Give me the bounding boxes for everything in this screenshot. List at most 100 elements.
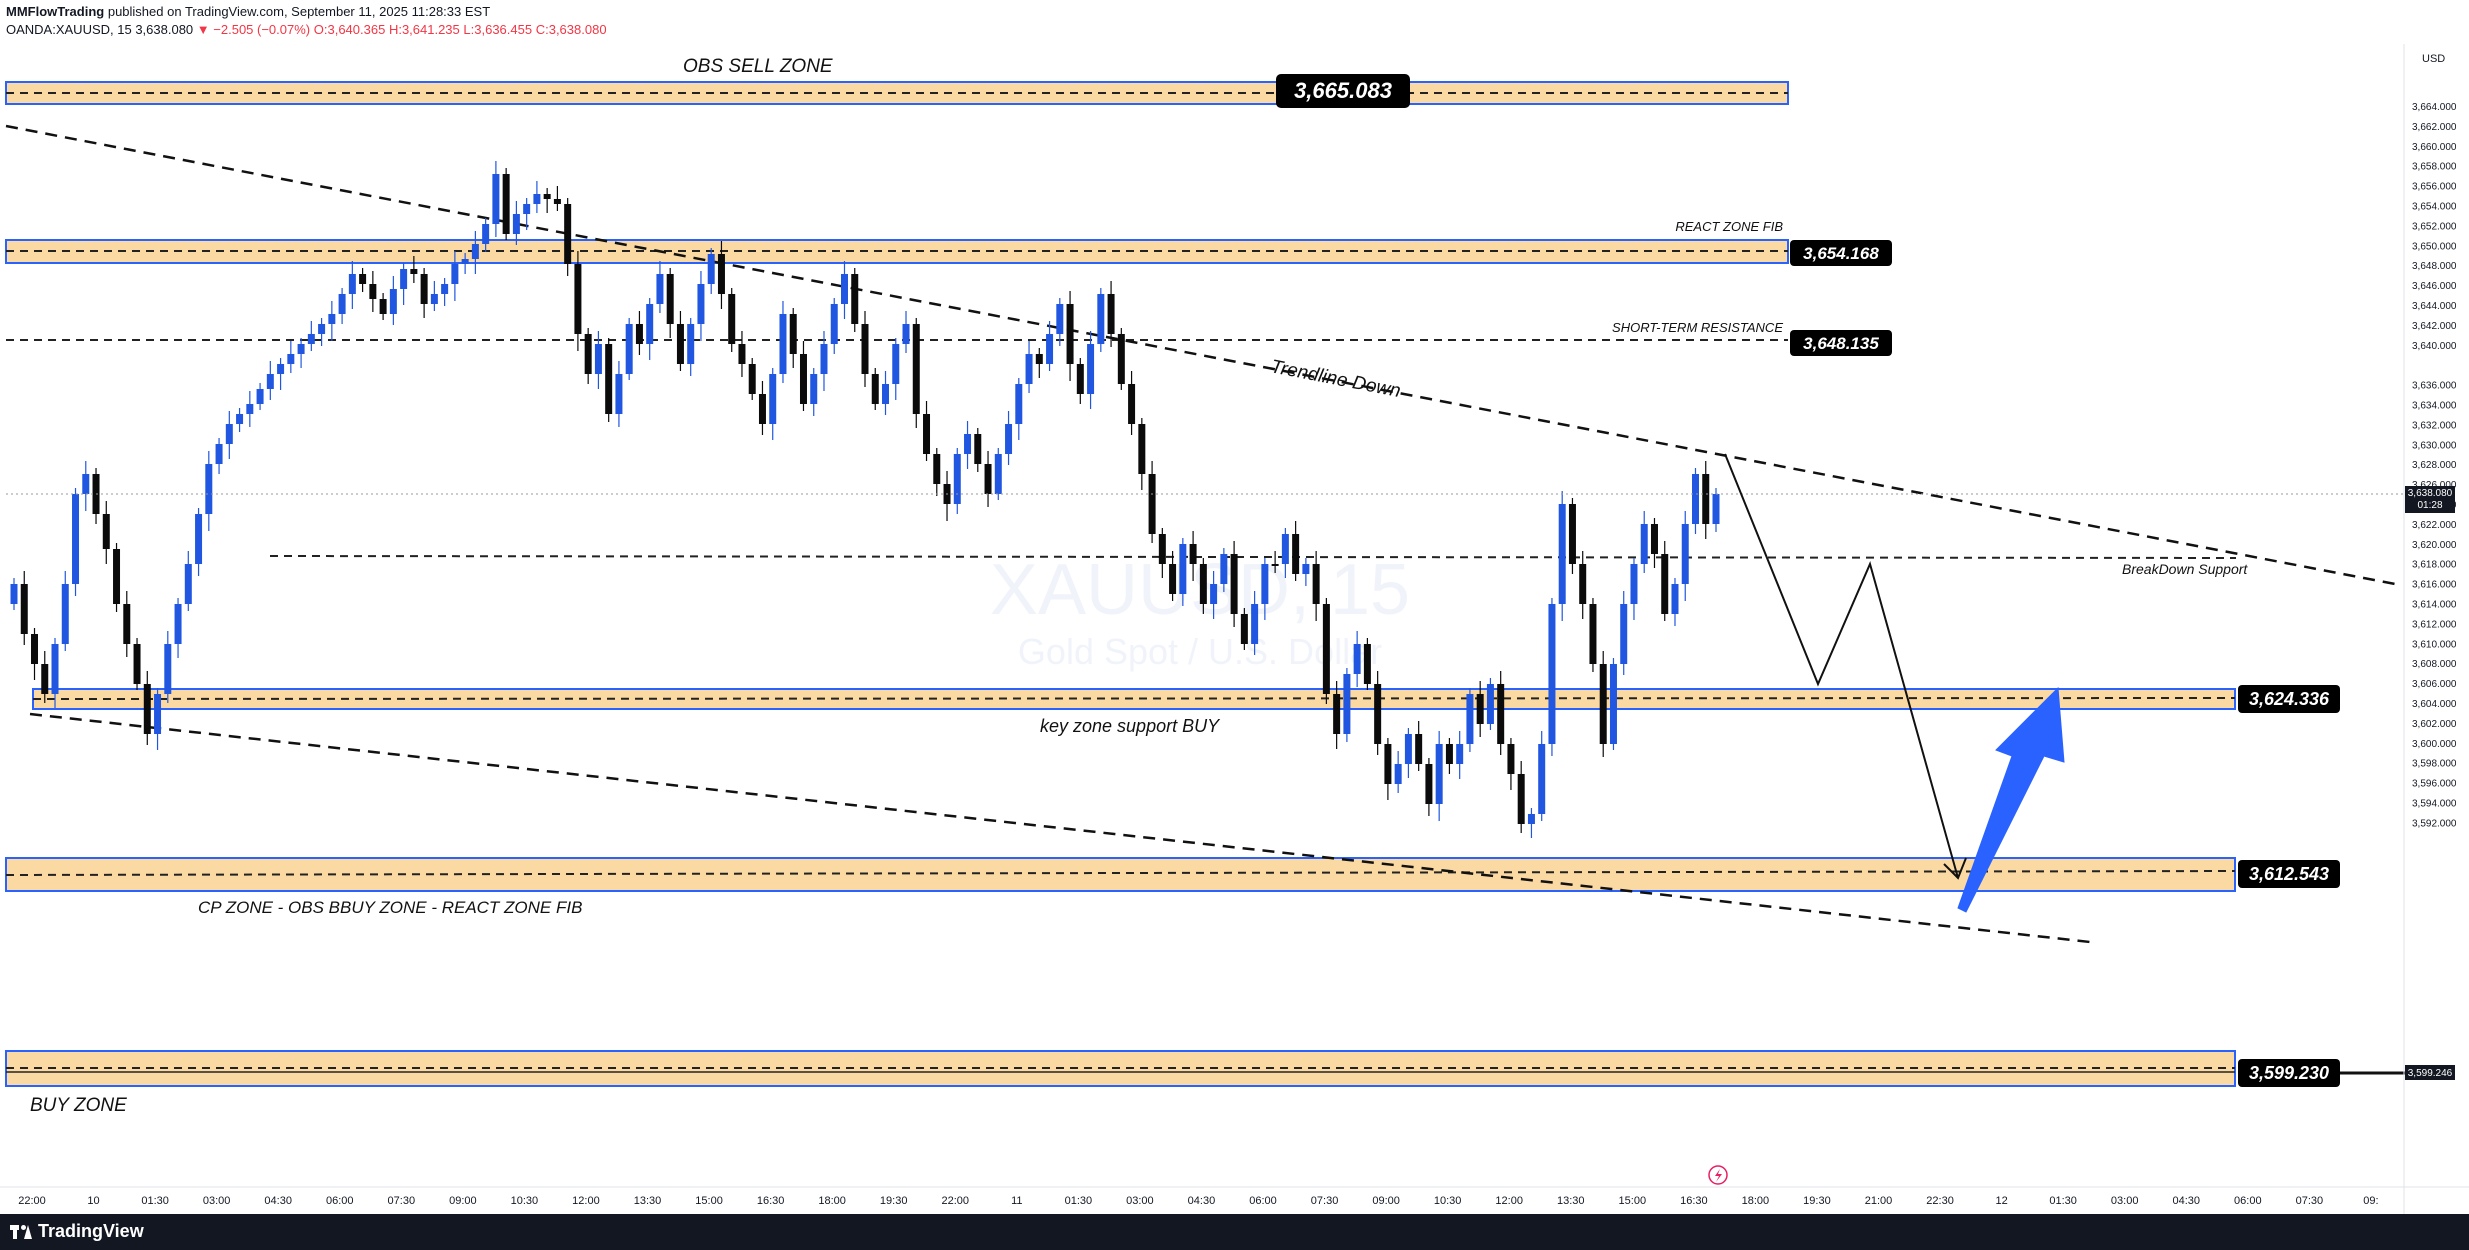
time-tick: 07:30 — [1311, 1195, 1339, 1207]
key-zone-support[interactable]: key zone support BUY 3,624.336 — [32, 685, 2340, 736]
short-term-resistance[interactable]: SHORT-TERM RESISTANCE 3,648.135 — [6, 320, 1892, 356]
candle — [625, 318, 633, 380]
candle — [1240, 608, 1248, 650]
candle — [195, 508, 203, 576]
footer-bar: TradingView — [0, 1214, 2469, 1250]
candle — [1445, 738, 1453, 774]
candle — [1538, 731, 1546, 821]
candle — [1630, 558, 1638, 620]
candle — [1046, 321, 1054, 371]
lightning-icon[interactable] — [1708, 1165, 1728, 1185]
obs-sell-zone[interactable]: OBS SELL ZONE 3,665.083 — [5, 56, 1789, 108]
buy-arrow[interactable] — [1957, 686, 2065, 913]
time-tick: 04:30 — [2172, 1195, 2200, 1207]
breakdown-support-label: BreakDown Support — [2122, 561, 2248, 577]
time-tick: 11 — [1011, 1195, 1022, 1207]
candle — [512, 201, 520, 245]
candle — [533, 181, 541, 213]
time-tick: 09:00 — [449, 1195, 477, 1207]
symbol-info: OANDA:XAUUSD, 15 3,638.080 ▼ −2.505 (−0.… — [6, 22, 607, 37]
price-chart[interactable]: XAUUSD, 15 Gold Spot / U.S. Dollar OBS S… — [0, 44, 2469, 1214]
price-tick: 3,646.000 — [2412, 281, 2457, 292]
candle — [1517, 761, 1525, 833]
react-zone-fib[interactable]: REACT ZONE FIB 3,654.168 — [5, 219, 1892, 266]
candle — [1056, 298, 1064, 346]
lower-trendline[interactable] — [29, 712, 2091, 944]
candle — [1302, 558, 1310, 586]
price-change: ▼ −2.505 (−0.07%) — [196, 22, 311, 37]
candle — [451, 251, 459, 301]
candle — [1579, 551, 1587, 619]
ohlc-high: H:3,641.235 — [388, 22, 460, 37]
candle — [1691, 468, 1699, 534]
price-tick: 3,632.000 — [2412, 420, 2457, 431]
price-tick: 3,602.000 — [2412, 719, 2457, 730]
candle — [482, 218, 490, 252]
candle — [328, 301, 336, 341]
candle — [1117, 328, 1125, 390]
candle — [1066, 291, 1074, 381]
candle — [1035, 348, 1043, 378]
ohlc-close: C:3,638.080 — [535, 22, 607, 37]
time-axis[interactable]: 22:00 10 01:30 03:00 04:30 06:00 07:30 09:00 10:… — [0, 1186, 2469, 1207]
projection-path[interactable] — [1724, 453, 1959, 879]
price-tick: 3,620.000 — [2412, 540, 2457, 551]
candle — [154, 688, 162, 750]
candle — [41, 651, 49, 703]
candle — [1507, 738, 1515, 790]
short-term-resistance-label: SHORT-TERM RESISTANCE — [1612, 320, 1783, 335]
time-tick: 13:30 — [634, 1195, 662, 1207]
breakdown-support[interactable]: BreakDown Support — [269, 555, 2248, 577]
candle — [10, 578, 18, 610]
countdown-timer: 01:28 — [2417, 500, 2442, 511]
candle — [348, 261, 356, 309]
time-tick: 21:00 — [1865, 1195, 1893, 1207]
price-tick: 3,598.000 — [2412, 759, 2457, 770]
candle — [748, 358, 756, 400]
candle — [840, 261, 848, 319]
price-axis[interactable]: USD 3,664.000 3,662.000 3,660.000 3,658.000… — [2403, 44, 2457, 1214]
price-tick: 3,614.000 — [2412, 600, 2457, 611]
buy-zone[interactable]: BUY ZONE 3,599.230 — [5, 1050, 2405, 1116]
candle — [1497, 671, 1505, 755]
candle — [184, 551, 192, 611]
price-tick: 3,656.000 — [2412, 182, 2457, 193]
time-tick: 07:30 — [388, 1195, 416, 1207]
candle — [717, 241, 725, 309]
time-tick: 04:30 — [1188, 1195, 1216, 1207]
candle — [738, 331, 746, 377]
candle — [1476, 681, 1484, 737]
price-tick: 3,596.000 — [2412, 779, 2457, 790]
candle — [820, 331, 828, 391]
candle — [1620, 591, 1628, 675]
ohlc-open: O:3,640.365 — [313, 22, 386, 37]
candle — [912, 318, 920, 428]
price-tick: 3,612.000 — [2412, 619, 2457, 630]
candle — [1015, 378, 1023, 440]
price-tick: 3,644.000 — [2412, 301, 2457, 312]
candle — [769, 368, 777, 440]
candle — [82, 461, 90, 511]
candle — [1076, 358, 1084, 404]
trendline-down[interactable]: Trendline Down — [5, 124, 2396, 586]
candle — [892, 338, 900, 400]
publisher-name[interactable]: MMFlowTrading — [6, 4, 105, 19]
price-tick: 3,636.000 — [2412, 381, 2457, 392]
cp-zone[interactable]: CP ZONE - OBS BBUY ZONE - REACT ZONE FIB… — [5, 857, 2340, 917]
candle — [51, 638, 59, 708]
candle — [338, 288, 346, 324]
tradingview-logo[interactable]: TradingView — [10, 1221, 144, 1242]
time-tick: 04:30 — [264, 1195, 292, 1207]
candle — [379, 293, 387, 320]
candle — [287, 341, 295, 373]
candle — [943, 471, 951, 521]
currency-label: USD — [2422, 53, 2445, 65]
candle — [584, 328, 592, 384]
candle — [1425, 758, 1433, 816]
candle — [656, 261, 664, 313]
symbol-label[interactable]: OANDA:XAUUSD, 15 — [6, 22, 132, 37]
candle — [923, 401, 931, 461]
candle — [1169, 551, 1177, 601]
candle — [728, 288, 736, 352]
published-text: published on TradingView.com, September … — [107, 4, 491, 19]
